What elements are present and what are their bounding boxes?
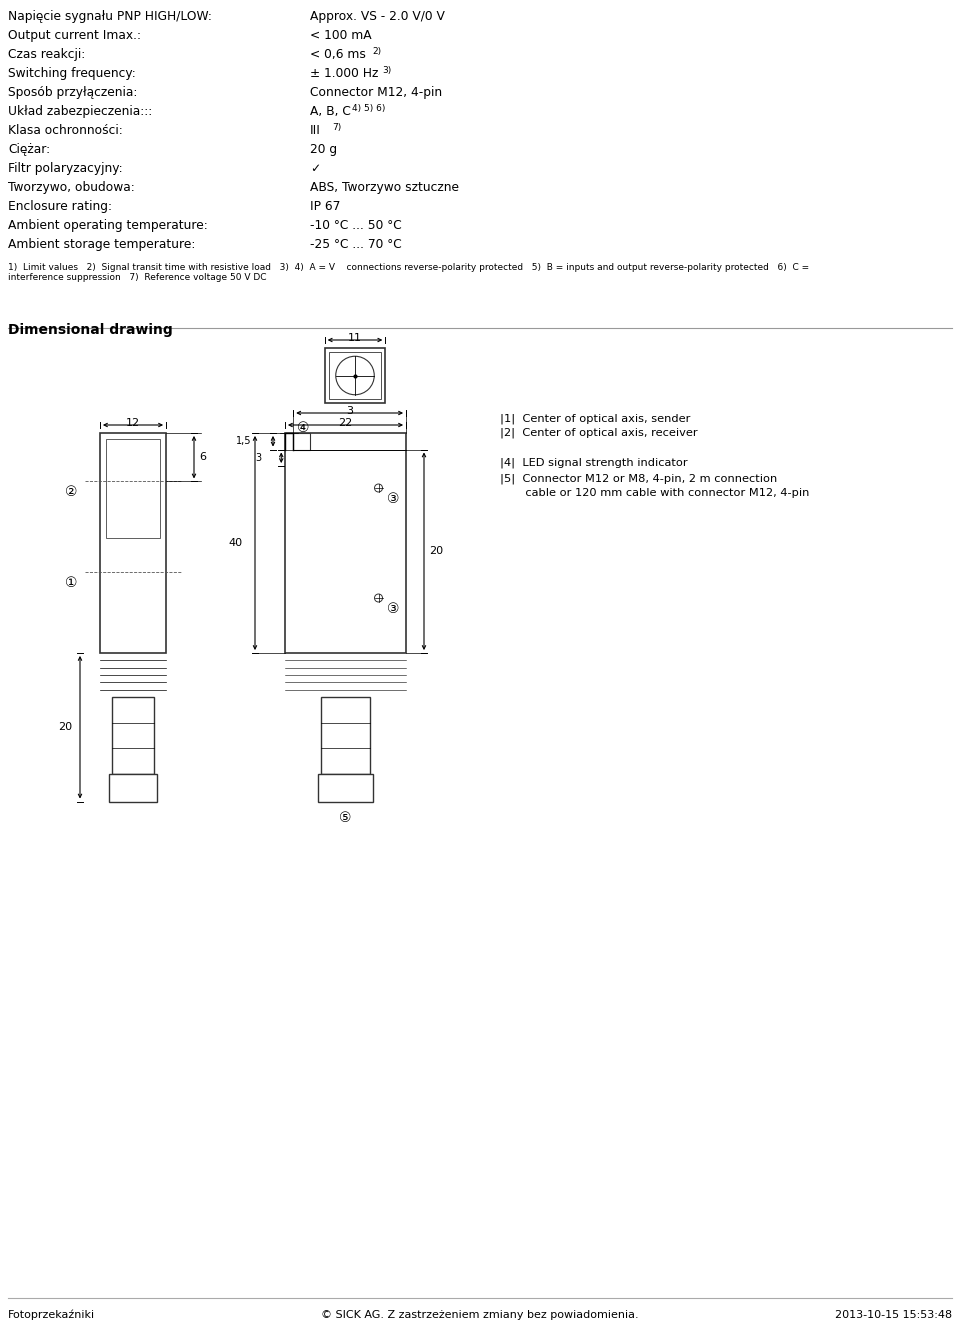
Text: Ambient operating temperature:: Ambient operating temperature: — [8, 220, 207, 232]
Text: ③: ③ — [387, 602, 399, 616]
Text: Sposób przyłączenia:: Sposób przyłączenia: — [8, 87, 137, 98]
Text: Enclosure rating:: Enclosure rating: — [8, 200, 112, 213]
Text: 12: 12 — [126, 418, 140, 429]
Text: 1,5: 1,5 — [235, 437, 251, 446]
Bar — [100, 433, 166, 654]
Text: < 0,6 ms: < 0,6 ms — [310, 48, 366, 61]
Text: 6: 6 — [199, 453, 206, 462]
Bar — [285, 433, 406, 654]
Bar — [109, 775, 156, 801]
Text: 3): 3) — [382, 67, 392, 75]
Text: ✓: ✓ — [310, 162, 321, 174]
Text: |2|  Center of optical axis, receiver: |2| Center of optical axis, receiver — [500, 429, 698, 438]
Text: Tworzywo, obudowa:: Tworzywo, obudowa: — [8, 181, 134, 194]
Text: Klasa ochronności:: Klasa ochronności: — [8, 124, 123, 137]
Bar — [322, 697, 370, 775]
Text: ②: ② — [65, 486, 78, 499]
Text: |5|  Connector M12 or M8, 4-pin, 2 m connection: |5| Connector M12 or M8, 4-pin, 2 m conn… — [500, 473, 778, 483]
Circle shape — [336, 357, 374, 395]
Text: III: III — [310, 124, 321, 137]
Text: Fotoprzekaźniki: Fotoprzekaźniki — [8, 1310, 95, 1320]
Text: ABS, Tworzywo sztuczne: ABS, Tworzywo sztuczne — [310, 181, 459, 194]
Text: ⑤: ⑤ — [339, 812, 351, 825]
Text: ④: ④ — [297, 421, 309, 435]
Text: 20: 20 — [58, 723, 72, 732]
Bar — [111, 697, 155, 775]
Text: 2): 2) — [372, 47, 381, 56]
Text: Filtr polaryzacyjny:: Filtr polaryzacyjny: — [8, 162, 123, 174]
Text: ①: ① — [65, 575, 78, 590]
Text: Connector M12, 4-pin: Connector M12, 4-pin — [310, 87, 443, 98]
Text: Ciężar:: Ciężar: — [8, 142, 50, 156]
Text: -25 °C ... 70 °C: -25 °C ... 70 °C — [310, 238, 401, 252]
Circle shape — [374, 594, 382, 602]
Text: Switching frequency:: Switching frequency: — [8, 67, 135, 80]
Text: |4|  LED signal strength indicator: |4| LED signal strength indicator — [500, 458, 687, 469]
Text: -10 °C ... 50 °C: -10 °C ... 50 °C — [310, 220, 401, 232]
Text: 2013-10-15 15:53:48: 2013-10-15 15:53:48 — [835, 1310, 952, 1320]
Text: Ambient storage temperature:: Ambient storage temperature: — [8, 238, 196, 252]
Bar — [328, 351, 381, 399]
Text: cable or 120 mm cable with connector M12, 4-pin: cable or 120 mm cable with connector M12… — [500, 488, 809, 498]
Text: Approx. VS - 2.0 V/0 V: Approx. VS - 2.0 V/0 V — [310, 11, 444, 23]
Bar — [293, 433, 310, 450]
Text: 1)  Limit values   2)  Signal transit time with resistive load   3)  4)  A = V  : 1) Limit values 2) Signal transit time w… — [8, 264, 809, 272]
Text: Output current Imax.:: Output current Imax.: — [8, 29, 141, 43]
Text: Czas reakcji:: Czas reakcji: — [8, 48, 85, 61]
Text: |1|  Center of optical axis, sender: |1| Center of optical axis, sender — [500, 413, 690, 423]
Text: A, B, C: A, B, C — [310, 105, 350, 118]
Text: 7): 7) — [332, 122, 341, 132]
Bar — [318, 775, 373, 801]
Text: ± 1.000 Hz: ± 1.000 Hz — [310, 67, 378, 80]
Text: 3: 3 — [347, 406, 353, 417]
Text: Dimensional drawing: Dimensional drawing — [8, 323, 173, 337]
Text: 11: 11 — [348, 333, 362, 343]
Text: © SICK AG. Z zastrzeżeniem zmiany bez powiadomienia.: © SICK AG. Z zastrzeżeniem zmiany bez po… — [322, 1310, 638, 1320]
Text: 3: 3 — [255, 453, 261, 463]
Text: < 100 mA: < 100 mA — [310, 29, 372, 43]
Text: 20 g: 20 g — [310, 142, 337, 156]
Text: 4) 5) 6): 4) 5) 6) — [352, 104, 385, 113]
Circle shape — [374, 484, 382, 492]
Text: ③: ③ — [387, 492, 399, 506]
Bar — [106, 439, 160, 538]
Text: Układ zabezpieczenia:::: Układ zabezpieczenia::: — [8, 105, 153, 118]
Text: interference suppression   7)  Reference voltage 50 V DC: interference suppression 7) Reference vo… — [8, 273, 267, 282]
Text: 22: 22 — [338, 418, 352, 429]
Text: IP 67: IP 67 — [310, 200, 341, 213]
Bar — [324, 347, 385, 403]
Text: 20: 20 — [429, 546, 444, 556]
Text: 40: 40 — [228, 538, 243, 548]
Text: Napięcie sygnału PNP HIGH/LOW:: Napięcie sygnału PNP HIGH/LOW: — [8, 11, 212, 23]
